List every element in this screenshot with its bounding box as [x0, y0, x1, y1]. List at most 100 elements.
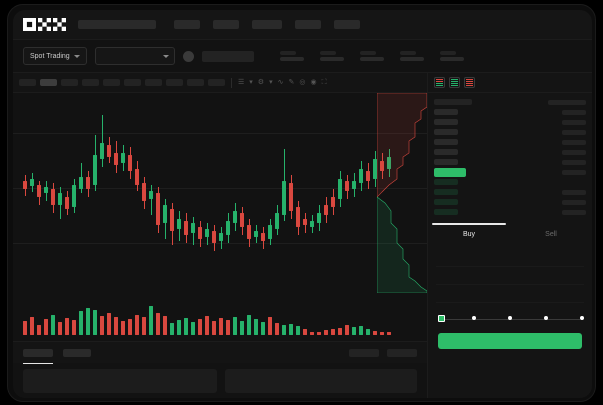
timeframe-3[interactable]: [61, 79, 78, 86]
timeframe-7[interactable]: [145, 79, 162, 86]
gridline-1: [13, 188, 427, 189]
orderbook-view-both[interactable]: [434, 77, 445, 88]
volume-bar-29: [226, 320, 230, 335]
ask-row-3[interactable]: [434, 127, 586, 137]
chevron-down-icon: [162, 54, 169, 58]
nav-item-1[interactable]: [174, 20, 200, 29]
orderbook-column-headers: [434, 97, 586, 107]
bid-row-1[interactable]: [434, 177, 586, 187]
volume-bar-36: [275, 323, 279, 335]
stat-change-24h-value: [319, 57, 344, 61]
volume-bar-25: [198, 319, 202, 335]
mode-selector[interactable]: Spot Trading: [23, 47, 87, 65]
candle-body: [282, 181, 286, 215]
camera-icon[interactable]: ◉: [310, 79, 317, 86]
icon-line: [436, 79, 443, 80]
nav-item-3[interactable]: [252, 20, 282, 29]
ask-row-2[interactable]: [434, 117, 586, 127]
volume-bar-17: [142, 317, 146, 335]
timeframe-6[interactable]: [124, 79, 141, 86]
indicators-icon[interactable]: ☰: [238, 79, 245, 86]
stat-last-price-label: [279, 51, 296, 55]
ask-row-2-total: [562, 119, 586, 125]
volume-bar-14: [121, 321, 125, 335]
bid-row-2-total: [562, 189, 586, 195]
orderbook-header-total: [548, 99, 586, 105]
buy-submit-button[interactable]: [438, 333, 582, 349]
timeframe-4[interactable]: [82, 79, 99, 86]
stat-low-24h: [399, 51, 424, 61]
fullscreen-icon[interactable]: ⛶: [321, 79, 327, 86]
volume-bar-12: [107, 313, 111, 335]
slider-handle[interactable]: [438, 315, 445, 322]
nav-item-2[interactable]: [213, 20, 239, 29]
chart-type-dropdown-icon[interactable]: ▾: [249, 79, 253, 86]
timeframe-2[interactable]: [40, 79, 57, 86]
tab-buy[interactable]: Buy: [462, 230, 476, 238]
timeframe-5[interactable]: [103, 79, 120, 86]
nav-item-5[interactable]: [334, 20, 360, 29]
icon-line: [436, 85, 443, 86]
slider-stop-25[interactable]: [472, 316, 476, 320]
volume-chart[interactable]: [13, 293, 427, 341]
compare-dropdown-icon[interactable]: ▾: [269, 79, 273, 86]
nav-item-4[interactable]: [295, 20, 321, 29]
slider-stop-100[interactable]: [580, 316, 584, 320]
bid-row-3[interactable]: [434, 197, 586, 207]
candle-body: [65, 197, 69, 209]
pair-select[interactable]: [94, 47, 175, 65]
timeframe-9[interactable]: [187, 79, 204, 86]
stat-high-24h: [359, 51, 384, 61]
action-2[interactable]: [387, 348, 417, 357]
candle-body: [79, 177, 83, 189]
action-1[interactable]: [349, 348, 379, 357]
okx-logo[interactable]: [23, 18, 66, 31]
ask-row-6[interactable]: [434, 157, 586, 167]
ask-row-4[interactable]: [434, 137, 586, 147]
nav-search-field[interactable]: [78, 20, 156, 29]
form-row-total[interactable]: [436, 285, 584, 303]
volume-bar-24: [191, 322, 195, 335]
settings-icon[interactable]: ⚙: [257, 79, 265, 86]
candle-body: [387, 157, 391, 169]
drawing-pencil-icon[interactable]: ✎: [288, 79, 295, 86]
ask-row-1[interactable]: [434, 107, 586, 117]
slider-stop-75[interactable]: [544, 316, 548, 320]
candle-body: [373, 159, 377, 179]
tab-order-history[interactable]: [63, 348, 91, 357]
orderbook-view-bids[interactable]: [449, 77, 460, 88]
candle-body: [240, 213, 244, 227]
okx-logo-glyph: [23, 18, 36, 31]
candle-body: [303, 219, 307, 225]
tab-open-orders[interactable]: [23, 348, 53, 364]
form-row-price[interactable]: [436, 249, 584, 267]
volume-bar-42: [317, 332, 321, 335]
candle-body: [275, 213, 279, 229]
slider-stop-50[interactable]: [508, 316, 512, 320]
timeframe-1[interactable]: [19, 79, 36, 86]
orderbook-view-asks[interactable]: [464, 77, 475, 88]
amount-percent-slider[interactable]: [438, 313, 584, 327]
toolbar-divider: [231, 77, 232, 88]
bid-row-4[interactable]: [434, 207, 586, 217]
depth-ask-area: [377, 93, 427, 198]
orderbook-spread-row[interactable]: [434, 167, 586, 177]
volume-bar-28: [219, 318, 223, 335]
tab-sell[interactable]: Sell: [545, 230, 557, 238]
volume-bar-1: [30, 317, 34, 335]
candle-body: [121, 153, 125, 163]
alert-icon[interactable]: ◎: [299, 79, 306, 86]
volume-bar-2: [37, 325, 41, 335]
orderbook-header: [428, 73, 592, 93]
candle-body: [51, 189, 55, 205]
bid-row-2[interactable]: [434, 187, 586, 197]
timeframe-8[interactable]: [166, 79, 183, 86]
form-row-amount[interactable]: [436, 267, 584, 285]
line-tool-icon[interactable]: ∿: [277, 79, 284, 86]
device-frame: Spot Trading ☰ ▾ ⚙ ▾ ∿ ✎ ◎ ◉ ⛶: [7, 4, 596, 402]
timeframe-10[interactable]: [208, 79, 225, 86]
candlestick-chart[interactable]: [13, 93, 427, 293]
bottom-cards: [13, 363, 427, 393]
ask-row-5[interactable]: [434, 147, 586, 157]
candle-body: [23, 181, 27, 189]
